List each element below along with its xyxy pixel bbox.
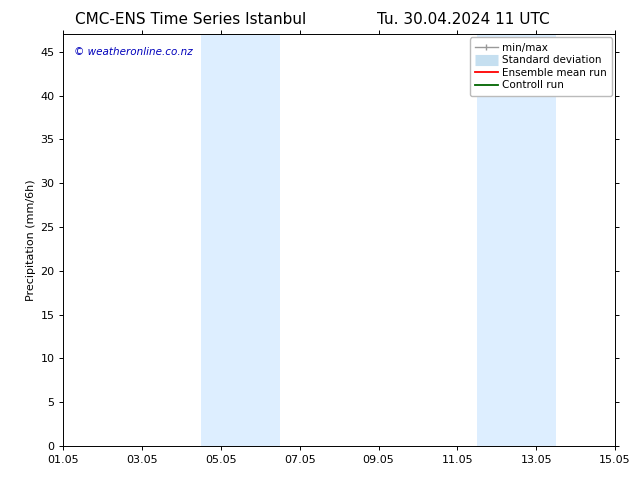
Bar (477, 34, 556, 446)
Text: Tu. 30.04.2024 11 UTC: Tu. 30.04.2024 11 UTC (377, 12, 549, 27)
Legend: min/max, Standard deviation, Ensemble mean run, Controll run: min/max, Standard deviation, Ensemble me… (470, 37, 612, 96)
Y-axis label: Precipitation (mm/6h): Precipitation (mm/6h) (26, 179, 36, 301)
Text: CMC-ENS Time Series Istanbul: CMC-ENS Time Series Istanbul (75, 12, 306, 27)
Text: © weatheronline.co.nz: © weatheronline.co.nz (74, 47, 193, 57)
Bar (202, 34, 280, 446)
